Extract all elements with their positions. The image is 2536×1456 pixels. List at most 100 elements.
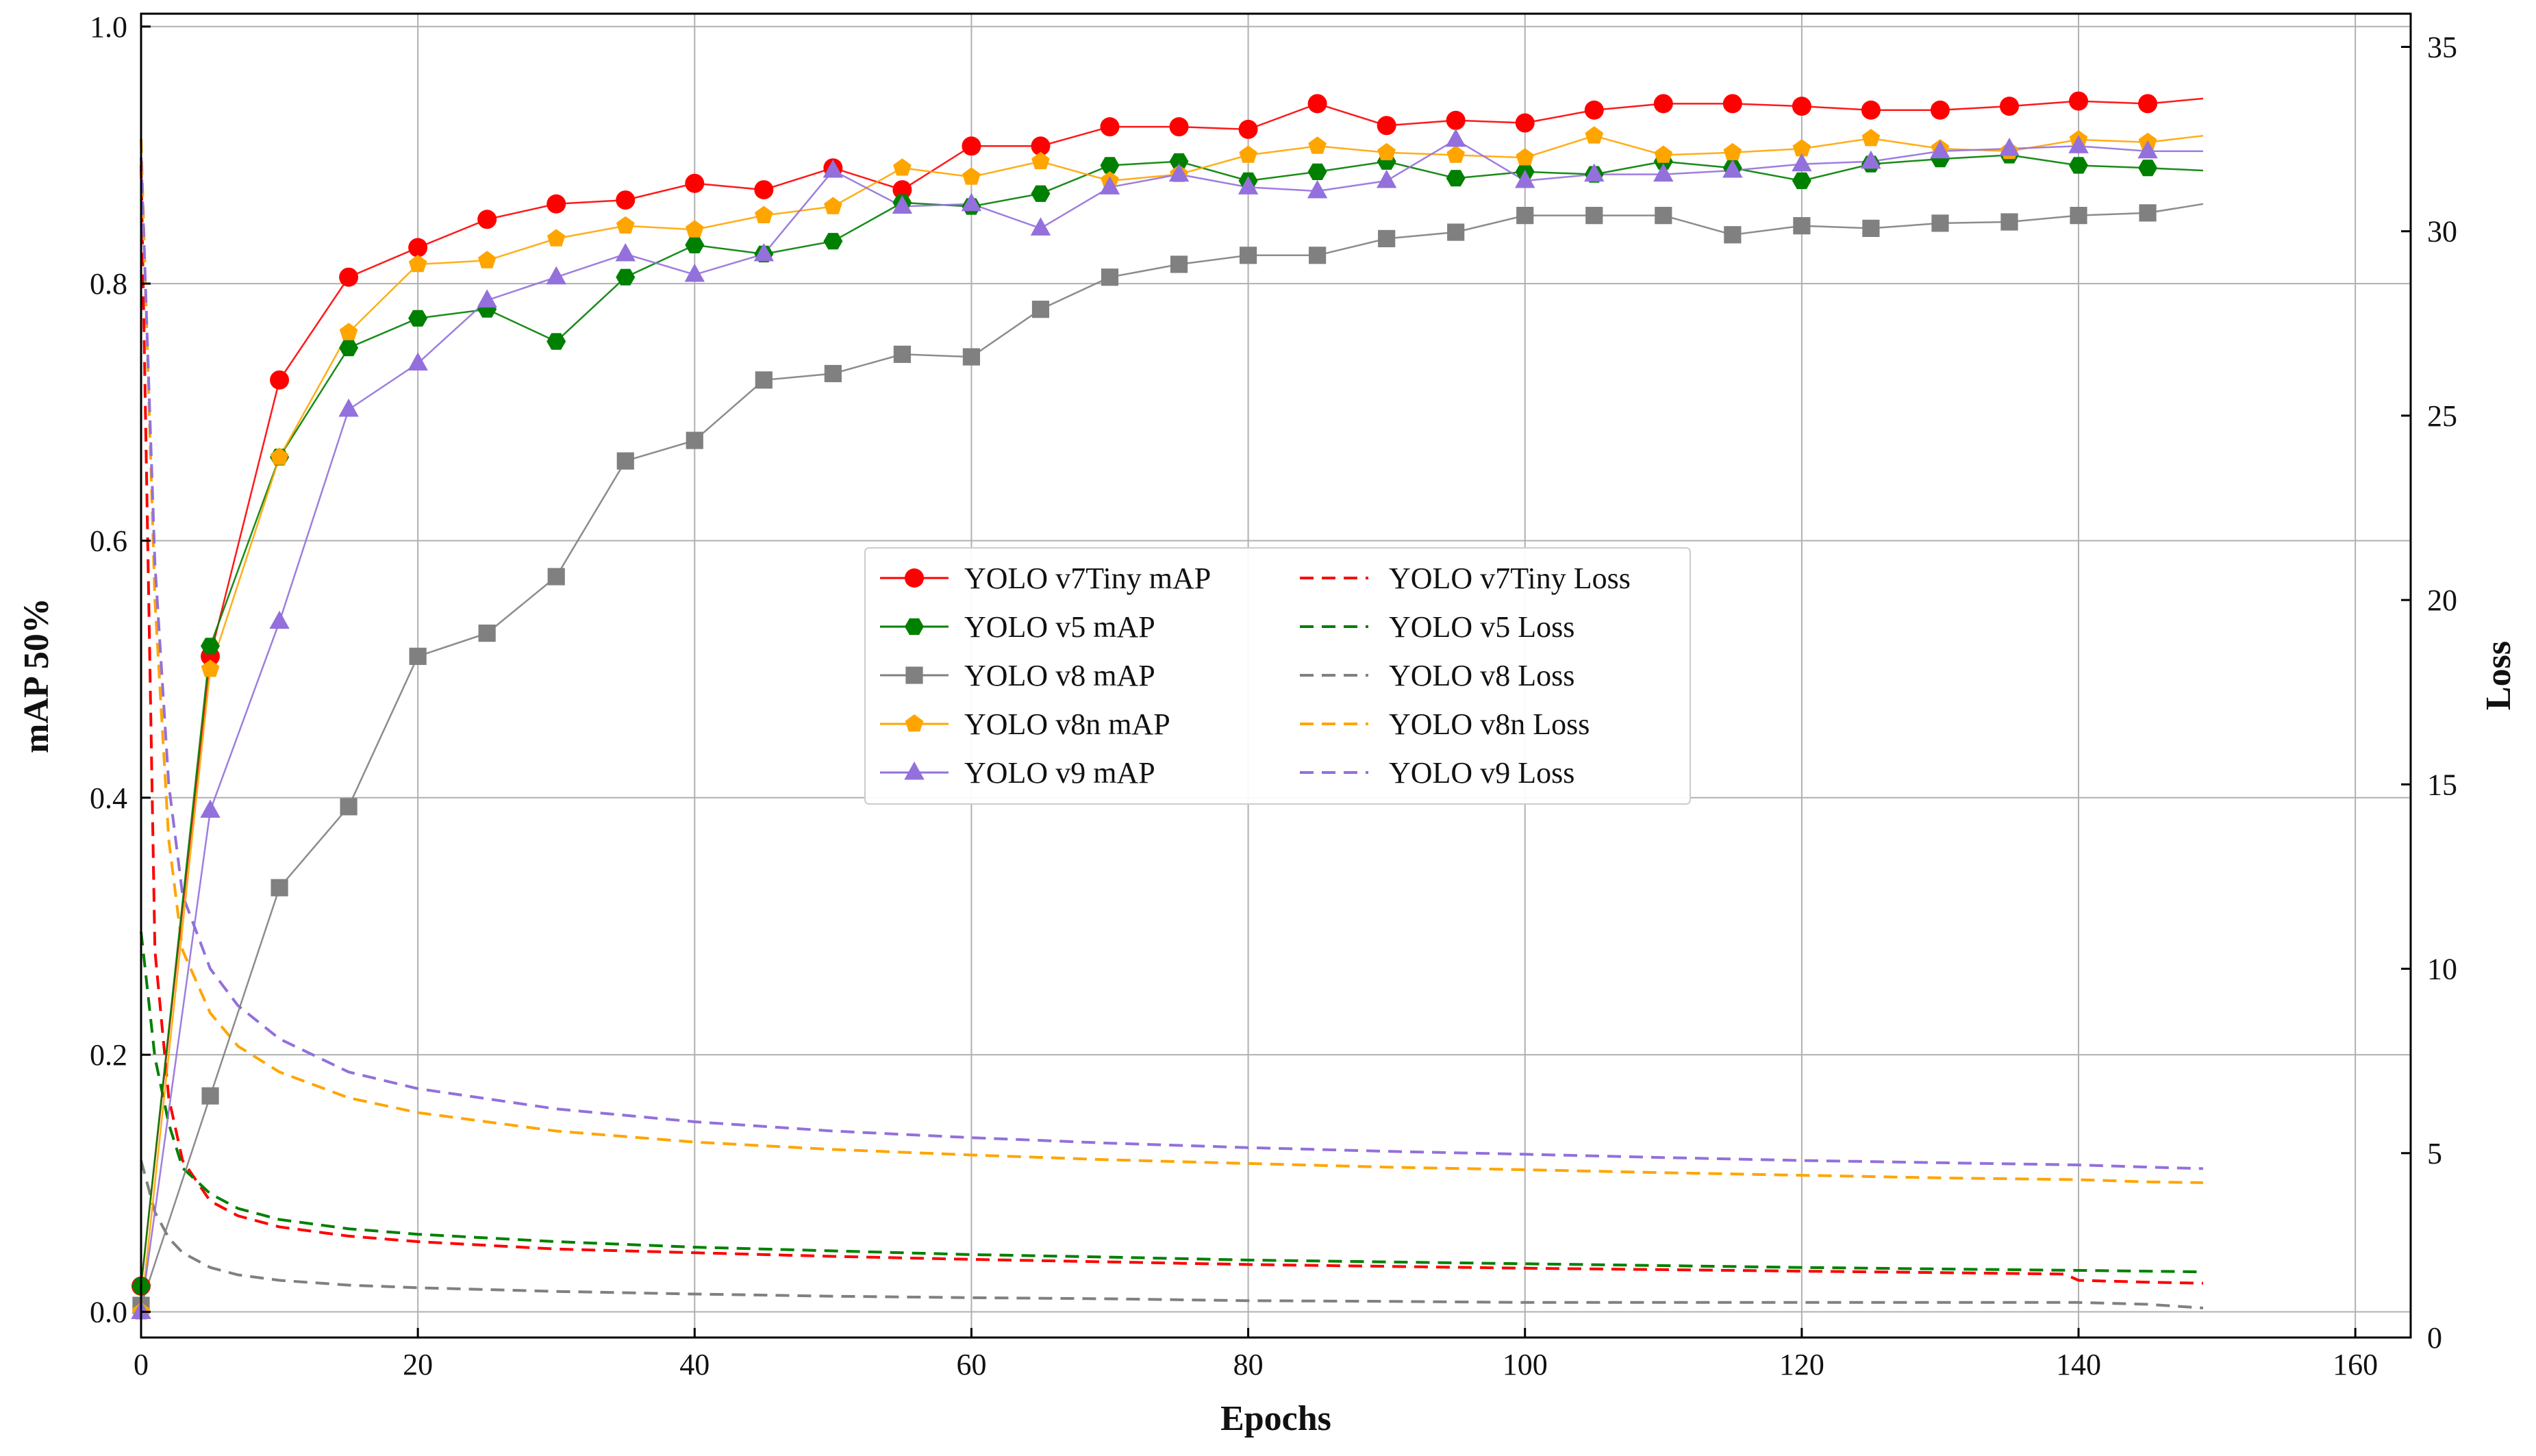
point-yolo-v8-map [2000, 213, 2018, 231]
x-tick-label: 40 [679, 1348, 710, 1381]
point-yolo-v8-map [409, 647, 427, 665]
point-yolo-v7tiny-map [1999, 97, 2019, 116]
line-yolo-v8-loss [140, 1159, 2204, 1309]
x-tick-label: 160 [2333, 1348, 2378, 1381]
point-yolo-v8n-map [408, 255, 427, 273]
x-tick-label: 100 [1503, 1348, 1548, 1381]
point-yolo-v9-map [338, 398, 359, 417]
point-yolo-v7tiny-map [1100, 117, 1120, 137]
point-yolo-v8-map [547, 568, 565, 586]
y-right-tick-label: 30 [2427, 215, 2457, 249]
point-yolo-v8n-map [1239, 145, 1257, 163]
legend-label: YOLO v9 mAP [964, 756, 1155, 790]
y-axis-right-title: Loss [2479, 641, 2518, 710]
point-yolo-v9-map [1999, 137, 2020, 156]
point-yolo-v8n-map [339, 323, 358, 340]
legend-marker-yolo-v5-map [905, 618, 924, 636]
x-tick-label: 0 [134, 1348, 149, 1381]
legend-label: YOLO v8n Loss [1389, 707, 1590, 741]
point-yolo-v8-map [686, 431, 703, 449]
point-yolo-v9-map [1515, 169, 1535, 188]
point-yolo-v7tiny-map [1377, 116, 1396, 136]
point-yolo-v9-map [1238, 176, 1259, 194]
point-yolo-v5-map [201, 638, 220, 655]
point-yolo-v9-map [1584, 163, 1605, 182]
legend-label: YOLO v8 mAP [964, 659, 1155, 692]
point-yolo-v7tiny-map [2069, 91, 2089, 111]
point-yolo-v8n-map [686, 220, 704, 238]
point-yolo-v9-map [892, 195, 913, 214]
point-yolo-v8-map [893, 345, 912, 363]
point-yolo-v8-map [1793, 217, 1811, 235]
point-yolo-v8-map [1031, 301, 1050, 318]
y-left-tick-label: 0.4 [90, 781, 127, 815]
point-yolo-v8-map [1378, 229, 1396, 248]
point-yolo-v5-map [1446, 170, 1466, 187]
point-yolo-v9-map [269, 610, 290, 629]
point-yolo-v9-map [407, 352, 428, 371]
y-right-tick-label: 10 [2427, 953, 2457, 986]
point-yolo-v7tiny-map [1653, 94, 1673, 114]
y-left-tick-label: 0.2 [90, 1038, 127, 1072]
point-yolo-v5-map [1169, 153, 1189, 170]
y-axis-left-title: mAP 50% [17, 598, 56, 753]
point-yolo-v8-map [1447, 223, 1465, 241]
point-yolo-v9-map [200, 799, 221, 818]
legend-box [864, 547, 1691, 805]
point-yolo-v9-map [546, 266, 566, 285]
point-yolo-v8-map [2070, 207, 2087, 225]
point-yolo-v8n-map [1723, 142, 1742, 160]
point-yolo-v9-map [1099, 176, 1120, 194]
point-yolo-v7tiny-map [408, 238, 428, 258]
point-yolo-v7tiny-map [270, 370, 290, 390]
line-yolo-v7tiny-loss [140, 164, 2203, 1285]
point-yolo-v8-map [755, 371, 773, 389]
legend-label: YOLO v7Tiny mAP [964, 562, 1211, 595]
line-yolo-v5-loss [140, 931, 2203, 1274]
point-yolo-v5-map [1307, 163, 1327, 180]
point-yolo-v8n-map [616, 216, 635, 234]
point-yolo-v7tiny-map [1584, 100, 1604, 120]
point-yolo-v9-map [1376, 169, 1397, 188]
point-yolo-v8n-map [201, 660, 220, 677]
point-yolo-v7tiny-map [685, 173, 705, 193]
point-yolo-v8-map [201, 1087, 219, 1105]
point-yolo-v7tiny-map [616, 190, 636, 210]
legend-label: YOLO v8n mAP [964, 707, 1170, 741]
x-tick-label: 140 [2056, 1348, 2101, 1381]
point-yolo-v8n-map [1585, 126, 1604, 144]
point-yolo-v5-map [2069, 157, 2088, 174]
line-yolo-v9-loss [140, 157, 2203, 1170]
point-yolo-v7tiny-map [2138, 94, 2158, 114]
point-yolo-v8n-map [1031, 151, 1050, 170]
point-yolo-v9-map [1792, 153, 1812, 172]
point-yolo-v9-map [1168, 163, 1190, 182]
point-yolo-v8-map [1655, 207, 1672, 225]
point-yolo-v9-map [1307, 179, 1328, 199]
y-left-tick-label: 0.0 [90, 1295, 127, 1329]
legend-marker-yolo-v8-map [905, 666, 923, 684]
point-yolo-v5-map [1792, 172, 1811, 190]
point-yolo-v8-map [1585, 207, 1603, 225]
y-right-tick-label: 15 [2427, 768, 2457, 801]
axes: 0 20 40 60 80 100 120 140 160 0.0 0.2 0.4 0.6 0.8 1.0 0… [90, 10, 2457, 1381]
point-yolo-v8n-map [1654, 145, 1673, 163]
point-yolo-v8n-map [270, 447, 289, 465]
point-yolo-v8-map [1101, 268, 1119, 286]
point-yolo-v8-map [1309, 247, 1327, 264]
x-tick-label: 60 [956, 1348, 986, 1381]
point-yolo-v5-map [2138, 160, 2158, 177]
legend-label: YOLO v9 Loss [1389, 756, 1574, 790]
point-yolo-v7tiny-map [1307, 94, 1327, 114]
point-yolo-v7tiny-map [1238, 119, 1258, 139]
y-right-tick-label: 35 [2427, 30, 2457, 64]
point-yolo-v9-map [1030, 217, 1051, 236]
loss-lines [140, 139, 2204, 1309]
legend-marker-yolo-v9-map [904, 761, 925, 780]
y-left-tick-label: 0.6 [90, 524, 127, 557]
point-yolo-v8n-map [1516, 148, 1534, 166]
y-right-tick-label: 5 [2427, 1137, 2442, 1170]
point-yolo-v7tiny-map [1515, 113, 1535, 133]
point-yolo-v8n-map [824, 197, 842, 214]
legend-marker-yolo-v8n-map [905, 714, 924, 732]
